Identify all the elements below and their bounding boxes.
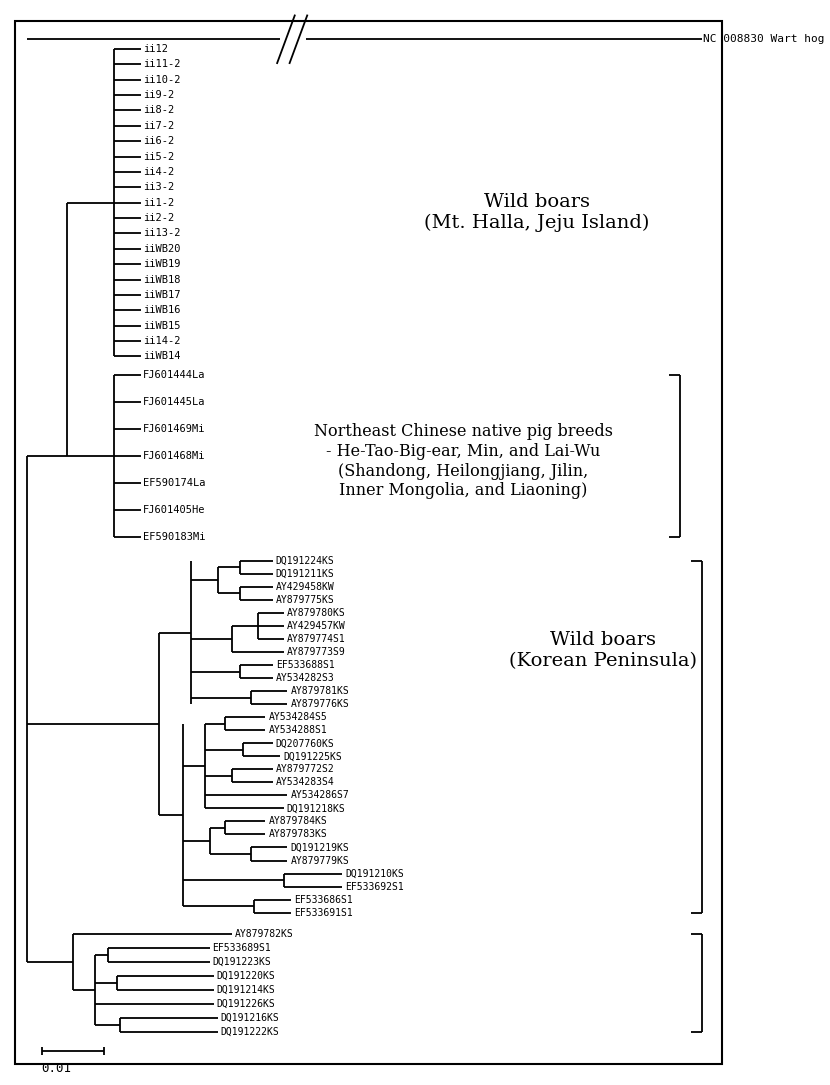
Text: ii4-2: ii4-2 [143,167,174,177]
Text: NC 008830 Wart hog: NC 008830 Wart hog [703,35,825,44]
Text: AY534288S1: AY534288S1 [268,725,327,736]
Text: Northeast Chinese native pig breeds
- He-Tao-Big-ear, Min, and Lai-Wu
(Shandong,: Northeast Chinese native pig breeds - He… [314,423,613,499]
Text: ii2-2: ii2-2 [143,213,174,224]
Text: DQ191226KS: DQ191226KS [217,999,275,1009]
Text: FJ601468Mi: FJ601468Mi [143,451,206,461]
Text: EF533692S1: EF533692S1 [345,882,404,892]
Text: ii1-2: ii1-2 [143,197,174,207]
Text: ii3-2: ii3-2 [143,182,174,192]
Text: FJ601445La: FJ601445La [143,397,206,407]
Text: AY879773S9: AY879773S9 [286,647,345,658]
Text: FJ601444La: FJ601444La [143,370,206,380]
Text: AY534283S4: AY534283S4 [276,777,334,788]
Text: DQ191219KS: DQ191219KS [290,842,349,853]
Text: EF533689S1: EF533689S1 [212,943,271,954]
Text: ii10-2: ii10-2 [143,75,180,85]
Text: DQ191214KS: DQ191214KS [217,985,275,995]
Text: ii8-2: ii8-2 [143,105,174,115]
Text: iiWB14: iiWB14 [143,352,180,361]
Text: ii13-2: ii13-2 [143,229,180,239]
Text: Wild boars
(Mt. Halla, Jeju Island): Wild boars (Mt. Halla, Jeju Island) [424,193,649,232]
Text: ii9-2: ii9-2 [143,90,174,100]
Text: iiWB20: iiWB20 [143,244,180,254]
Text: iiWB19: iiWB19 [143,259,180,269]
Text: DQ191225KS: DQ191225KS [283,751,342,762]
Text: AY879775KS: AY879775KS [276,595,334,605]
Text: AY429458KW: AY429458KW [276,582,334,592]
Text: iiWB18: iiWB18 [143,275,180,284]
Text: EF533688S1: EF533688S1 [276,660,334,671]
Text: DQ207760KS: DQ207760KS [276,738,334,749]
Text: DQ191223KS: DQ191223KS [212,957,271,967]
Text: DQ191211KS: DQ191211KS [276,569,334,579]
Text: DQ191218KS: DQ191218KS [286,803,345,814]
Text: 0.01: 0.01 [42,1062,71,1075]
Text: DQ191222KS: DQ191222KS [220,1026,279,1036]
Text: EF533686S1: EF533686S1 [294,895,353,905]
Text: AY879779KS: AY879779KS [290,855,349,866]
Text: ii12: ii12 [143,44,168,54]
Text: iiWB16: iiWB16 [143,305,180,316]
Text: AY879776KS: AY879776KS [290,699,349,710]
Text: DQ191210KS: DQ191210KS [345,868,404,879]
Text: AY534284S5: AY534284S5 [268,712,327,723]
Text: AY879780KS: AY879780KS [286,608,345,618]
Text: ii14-2: ii14-2 [143,336,180,346]
Text: DQ191216KS: DQ191216KS [220,1012,279,1023]
Text: AY879772S2: AY879772S2 [276,764,334,775]
Text: Wild boars
(Korean Peninsula): Wild boars (Korean Peninsula) [509,631,696,671]
Text: AY879784KS: AY879784KS [268,816,327,827]
Text: FJ601469Mi: FJ601469Mi [143,424,206,434]
Text: AY879774S1: AY879774S1 [286,634,345,644]
Text: AY879783KS: AY879783KS [268,829,327,840]
Text: ii6-2: ii6-2 [143,137,174,146]
Text: FJ601405He: FJ601405He [143,505,206,515]
Text: EF590183Mi: EF590183Mi [143,532,206,542]
Text: AY879781KS: AY879781KS [290,686,349,697]
Text: ii11-2: ii11-2 [143,60,180,69]
Text: DQ191224KS: DQ191224KS [276,556,334,566]
Text: DQ191220KS: DQ191220KS [217,971,275,981]
Text: AY429457KW: AY429457KW [286,621,345,631]
Text: ii7-2: ii7-2 [143,120,174,131]
Text: AY534286S7: AY534286S7 [290,790,349,801]
Text: iiWB17: iiWB17 [143,290,180,299]
Text: ii5-2: ii5-2 [143,152,174,162]
Text: EF533691S1: EF533691S1 [294,908,353,918]
Text: EF590174La: EF590174La [143,478,206,488]
Text: AY879782KS: AY879782KS [235,929,293,940]
Text: iiWB15: iiWB15 [143,321,180,331]
Text: AY534282S3: AY534282S3 [276,673,334,684]
